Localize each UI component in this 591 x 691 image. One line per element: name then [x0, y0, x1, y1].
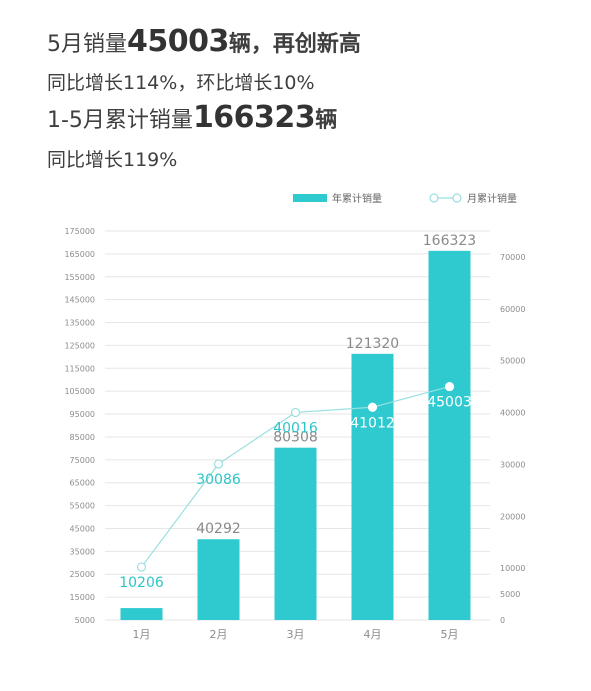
left-axis-tick-label: 145000 [64, 296, 95, 305]
right-axis-tick-label: 30000 [500, 460, 525, 469]
bar-4 [351, 353, 394, 620]
left-axis-tick-label: 115000 [64, 364, 95, 373]
headline-cumulative-number: 166323 [192, 100, 316, 135]
headline-line-4: 同比增长119% [47, 149, 178, 171]
bar-1 [120, 608, 163, 620]
left-axis-tick-label: 15000 [70, 593, 95, 602]
line-point-label: 40016 [273, 420, 318, 436]
line-point-label: 45003 [427, 395, 472, 411]
left-axis-tick-label: 95000 [70, 410, 95, 419]
right-axis-tick-label: 5000 [500, 590, 520, 599]
line-point-1 [136, 562, 147, 572]
line-point-label: 30086 [196, 472, 241, 488]
headline-line-1: 5月销量45003辆，再创新高 [47, 24, 361, 59]
headline-prefix: 5月销量 [47, 32, 127, 57]
bar-value-label: 80308 [273, 430, 318, 446]
legend-line-label: 月累计销量 [467, 192, 517, 205]
left-axis-tick-label: 155000 [64, 273, 95, 282]
right-axis-tick-label: 60000 [500, 305, 525, 314]
legend-bar-label: 年累计销量 [332, 192, 382, 205]
headline-suffix: ，再创新高 [250, 32, 361, 57]
x-axis-category-label: 4月 [364, 628, 382, 641]
legend-bar-swatch [293, 194, 327, 202]
left-axis-tick-label: 75000 [70, 456, 95, 465]
left-axis-tick-label: 165000 [64, 250, 95, 259]
headline-cumulative-unit: 辆 [315, 108, 338, 133]
line-point-5 [444, 381, 455, 392]
left-axis-tick-label: 135000 [64, 319, 95, 328]
bar-value-label: 121320 [346, 336, 399, 352]
right-axis-tick-label: 70000 [500, 253, 525, 262]
headline-unit: 辆 [228, 32, 251, 57]
bar-2 [197, 539, 240, 620]
x-axis-category-label: 5月 [441, 628, 459, 641]
left-axis-tick-label: 125000 [64, 341, 95, 350]
line-point-4 [367, 402, 378, 412]
left-axis-tick-label: 5000 [75, 616, 95, 625]
legend-line-marker [429, 193, 439, 203]
bar-5 [428, 250, 471, 620]
right-axis-tick-label: 10000 [500, 564, 525, 573]
headline-line-2: 同比增长114%，环比增长10% [47, 72, 315, 94]
left-axis-tick-label: 35000 [70, 547, 95, 556]
left-axis-tick-label: 105000 [64, 387, 95, 396]
x-axis-category-label: 3月 [287, 628, 305, 641]
right-axis-tick-label: 0 [500, 616, 505, 625]
line-point-label: 10206 [119, 575, 164, 591]
line-point-2 [213, 459, 224, 469]
left-axis-tick-label: 65000 [70, 479, 95, 488]
left-axis-tick-label: 85000 [70, 433, 95, 442]
left-axis-tick-label: 175000 [64, 227, 95, 236]
right-axis-tick-label: 50000 [500, 357, 525, 366]
bar-value-label: 40292 [196, 521, 241, 537]
x-axis-category-label: 2月 [210, 628, 228, 641]
line-point-3 [290, 407, 301, 418]
x-axis-category-label: 1月 [133, 628, 151, 641]
headline-line-3: 1-5月累计销量166323辆 [47, 100, 337, 135]
left-axis-tick-label: 45000 [70, 524, 95, 533]
bar-value-label: 166323 [423, 233, 476, 249]
headline-monthly-number: 45003 [127, 24, 229, 59]
headline-cumulative-prefix: 1-5月累计销量 [47, 108, 193, 133]
legend-line-marker [452, 193, 462, 203]
left-axis-tick-label: 25000 [70, 570, 95, 579]
right-axis-tick-label: 40000 [500, 409, 525, 418]
line-point-label: 41012 [350, 415, 395, 431]
bar-3 [274, 447, 317, 620]
right-axis-tick-label: 20000 [500, 512, 525, 521]
left-axis-tick-label: 55000 [70, 502, 95, 511]
